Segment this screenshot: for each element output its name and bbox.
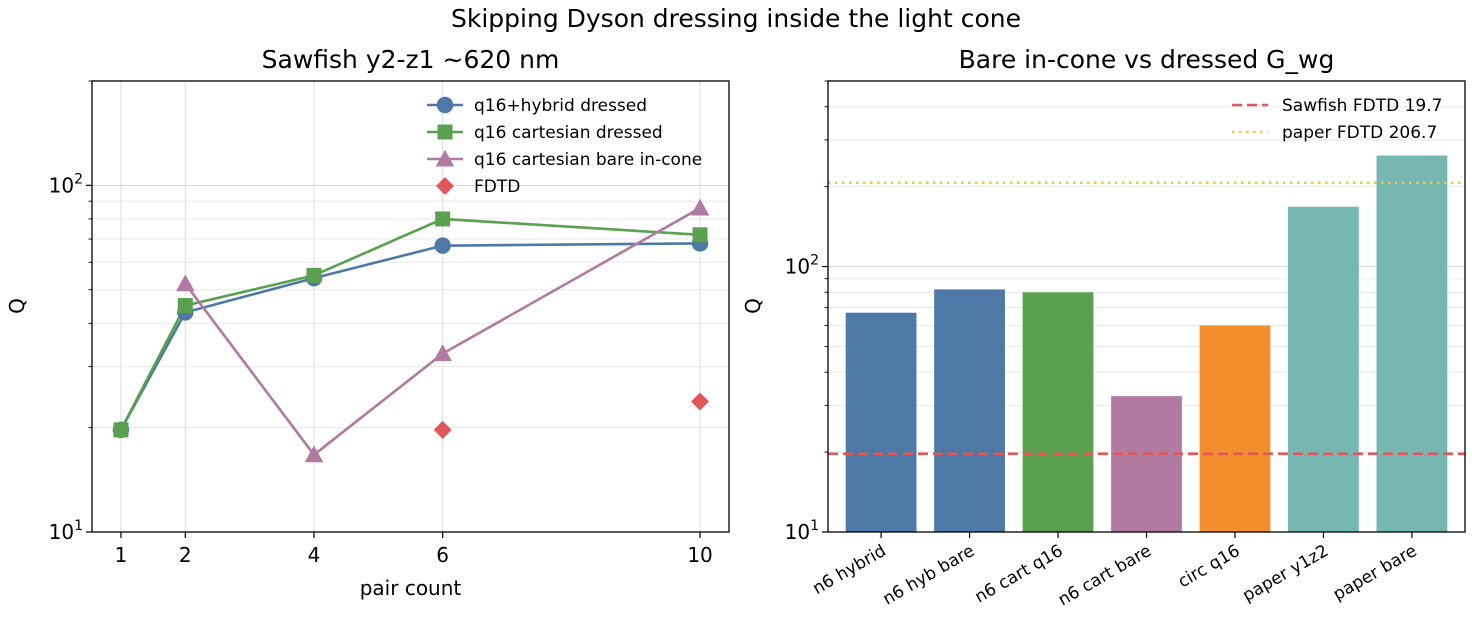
left-chart: 1 2 4 6 10 101 102 Sawfish y2-z1 ~620 nm pair … <box>5 45 730 600</box>
bar-paper-y1z2 <box>1288 206 1359 532</box>
data-point-q16-cartesian-dressed <box>435 211 451 227</box>
bar-n6-cart-q16 <box>1022 292 1094 532</box>
left-chart-title: Sawfish y2-z1 ~620 nm <box>262 45 560 74</box>
data-point-q16-cartesian-bare-in-cone <box>304 445 324 463</box>
series-line-q16-cartesian-dressed <box>119 217 701 431</box>
data-point-q16-cartesian-dressed <box>692 227 708 243</box>
data-point-q16-cartesian-dressed <box>177 298 193 314</box>
left-y-tick-label: 102 <box>49 171 83 197</box>
left-x-axis-label: pair count <box>360 576 462 600</box>
data-point-q16-hybrid-dressed <box>434 237 451 254</box>
right-x-tick-label: paper bare <box>1330 541 1421 605</box>
right-y-tick-label: 101 <box>785 518 819 544</box>
right-x-tick-label: n6 cart q16 <box>971 541 1066 607</box>
left-plot-frame <box>91 80 730 533</box>
right-x-tick-label: circ q16 <box>1175 541 1244 592</box>
right-x-tick-label: n6 cart bare <box>1055 541 1155 610</box>
data-point-q16-cartesian-bare-in-cone <box>433 344 452 362</box>
data-point-q16-cartesian-bare-in-cone <box>175 274 195 292</box>
legend-marker-q16-cartesian-bare-in-cone <box>435 149 455 167</box>
bar-circ-q16 <box>1199 325 1271 532</box>
left-x-tick-label: 10 <box>687 543 712 567</box>
data-point-q16-cartesian-bare-in-cone <box>690 198 710 216</box>
legend-marker-q16-cartesian-dressed <box>437 124 453 140</box>
data-point-fdtd <box>691 392 710 411</box>
legend-label-q16-cartesian-dressed: q16 cartesian dressed <box>474 123 663 143</box>
legend-label-q16-cartesian-bare-in-cone: q16 cartesian bare in-cone <box>474 150 702 170</box>
bar-n6-hybrid <box>845 312 917 532</box>
legend-label-q16-hybrid-dressed: q16+hybrid dressed <box>474 96 647 116</box>
figure-suptitle: Skipping Dyson dressing inside the light… <box>451 4 1021 33</box>
legend-marker-fdtd <box>436 177 454 195</box>
bar-paper-bare <box>1376 155 1448 533</box>
right-x-tick-label: n6 hyb bare <box>879 541 978 609</box>
data-point-q16-cartesian-dressed <box>113 422 129 438</box>
legend-label-sawfish-fdtd-19-7: Sawfish FDTD 19.7 <box>1282 96 1442 116</box>
data-point-q16-cartesian-dressed <box>306 267 322 283</box>
left-legend: q16+hybrid dressed q16 cartesian dressed q… <box>427 96 702 197</box>
right-chart-title: Bare in-cone vs dressed G_wg <box>959 45 1335 74</box>
left-x-tick-label: 2 <box>179 543 192 567</box>
right-x-tick-label: paper y1z2 <box>1239 541 1332 606</box>
right-x-tick-label: n6 hybrid <box>809 541 889 599</box>
left-x-tick-label: 6 <box>436 543 449 567</box>
legend-label-fdtd: FDTD <box>474 177 520 197</box>
series-line-q16-hybrid-dressed <box>119 242 701 431</box>
bar-n6-hyb-bare <box>934 289 1005 532</box>
left-y-tick-label: 101 <box>49 518 83 544</box>
bar-n6-cart-bare <box>1111 396 1182 532</box>
legend-marker-q16-hybrid-dressed <box>436 96 454 114</box>
right-legend: Sawfish FDTD 19.7 paper FDTD 206.7 <box>1232 96 1442 143</box>
legend-label-paper-fdtd-206-7: paper FDTD 206.7 <box>1282 123 1437 143</box>
right-y-tick-label: 102 <box>785 253 819 279</box>
left-y-axis-label: Q <box>5 298 29 314</box>
left-x-tick-label: 1 <box>115 543 128 567</box>
data-point-fdtd <box>433 420 452 439</box>
series-line-q16-cartesian-bare-in-cone <box>184 206 701 457</box>
right-y-axis-label: Q <box>741 298 765 314</box>
left-x-tick-label: 4 <box>308 543 321 567</box>
